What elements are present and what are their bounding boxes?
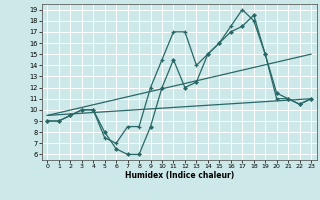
X-axis label: Humidex (Indice chaleur): Humidex (Indice chaleur)	[124, 171, 234, 180]
